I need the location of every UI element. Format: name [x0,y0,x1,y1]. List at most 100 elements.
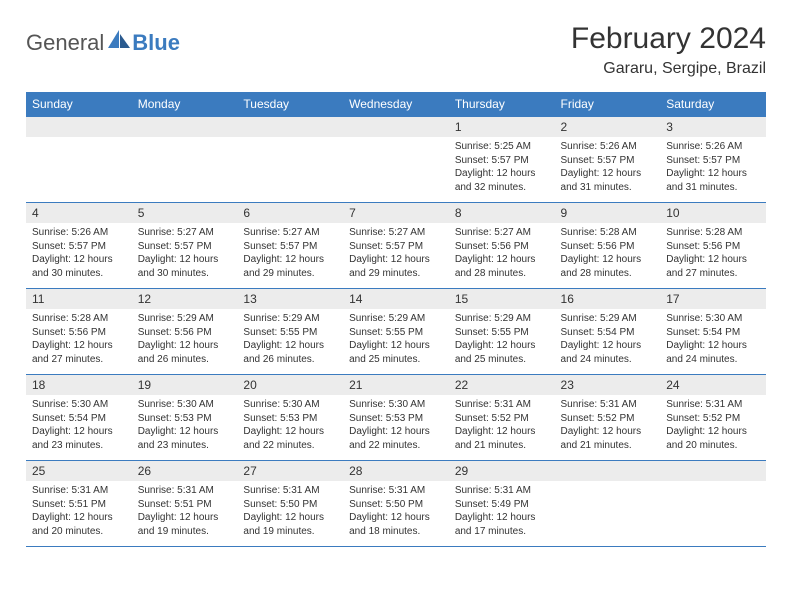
day-header: Saturday [660,92,766,117]
sunset-text: Sunset: 5:56 PM [455,240,549,254]
day-number: 20 [237,375,343,395]
calendar-cell: 0 [237,117,343,203]
day-data: Sunrise: 5:30 AMSunset: 5:53 PMDaylight:… [237,395,343,460]
sunset-text: Sunset: 5:56 PM [138,326,232,340]
day-number: 24 [660,375,766,395]
sunrise-text: Sunrise: 5:30 AM [243,398,337,412]
day-number: 13 [237,289,343,309]
daylight-text: Daylight: 12 hours and 22 minutes. [349,425,443,452]
day-number: 19 [132,375,238,395]
daylight-text: Daylight: 12 hours and 30 minutes. [138,253,232,280]
sunset-text: Sunset: 5:50 PM [243,498,337,512]
calendar-cell: 9Sunrise: 5:28 AMSunset: 5:56 PMDaylight… [555,203,661,289]
calendar-week-row: 4Sunrise: 5:26 AMSunset: 5:57 PMDaylight… [26,203,766,289]
sunset-text: Sunset: 5:53 PM [138,412,232,426]
daylight-text: Daylight: 12 hours and 26 minutes. [243,339,337,366]
day-number: 18 [26,375,132,395]
daylight-text: Daylight: 12 hours and 21 minutes. [455,425,549,452]
logo-text-general: General [26,30,104,56]
daylight-text: Daylight: 12 hours and 25 minutes. [455,339,549,366]
daylight-text: Daylight: 12 hours and 32 minutes. [455,167,549,194]
day-number: 11 [26,289,132,309]
calendar-cell: 0 [343,117,449,203]
calendar-week-row: 18Sunrise: 5:30 AMSunset: 5:54 PMDayligh… [26,375,766,461]
day-header: Monday [132,92,238,117]
day-data: Sunrise: 5:26 AMSunset: 5:57 PMDaylight:… [26,223,132,288]
day-data: Sunrise: 5:25 AMSunset: 5:57 PMDaylight:… [449,137,555,202]
day-number: 29 [449,461,555,481]
page-header: General Blue February 2024 Gararu, Sergi… [26,22,766,78]
calendar-cell: 8Sunrise: 5:27 AMSunset: 5:56 PMDaylight… [449,203,555,289]
day-data: Sunrise: 5:31 AMSunset: 5:50 PMDaylight:… [237,481,343,546]
sunrise-text: Sunrise: 5:26 AM [666,140,760,154]
sunrise-text: Sunrise: 5:28 AM [32,312,126,326]
sunset-text: Sunset: 5:52 PM [561,412,655,426]
sunset-text: Sunset: 5:56 PM [561,240,655,254]
calendar-cell: 6Sunrise: 5:27 AMSunset: 5:57 PMDaylight… [237,203,343,289]
daylight-text: Daylight: 12 hours and 22 minutes. [243,425,337,452]
logo-sail-icon [108,30,130,48]
day-data: Sunrise: 5:29 AMSunset: 5:55 PMDaylight:… [449,309,555,374]
calendar-cell: 17Sunrise: 5:30 AMSunset: 5:54 PMDayligh… [660,289,766,375]
daylight-text: Daylight: 12 hours and 17 minutes. [455,511,549,538]
title-block: February 2024 Gararu, Sergipe, Brazil [571,22,766,78]
sunrise-text: Sunrise: 5:29 AM [455,312,549,326]
location-subtitle: Gararu, Sergipe, Brazil [571,60,766,78]
calendar-cell: 19Sunrise: 5:30 AMSunset: 5:53 PMDayligh… [132,375,238,461]
sunset-text: Sunset: 5:52 PM [455,412,549,426]
calendar-cell: 7Sunrise: 5:27 AMSunset: 5:57 PMDaylight… [343,203,449,289]
day-data: Sunrise: 5:30 AMSunset: 5:54 PMDaylight:… [660,309,766,374]
calendar-cell: 0 [26,117,132,203]
sunrise-text: Sunrise: 5:31 AM [32,484,126,498]
day-number: 8 [449,203,555,223]
day-data: Sunrise: 5:31 AMSunset: 5:51 PMDaylight:… [132,481,238,546]
sunrise-text: Sunrise: 5:30 AM [349,398,443,412]
day-number: 5 [132,203,238,223]
day-number: 1 [449,117,555,137]
day-header: Sunday [26,92,132,117]
sunset-text: Sunset: 5:57 PM [561,154,655,168]
calendar-cell: 29Sunrise: 5:31 AMSunset: 5:49 PMDayligh… [449,461,555,547]
day-number: 25 [26,461,132,481]
calendar-cell: 3Sunrise: 5:26 AMSunset: 5:57 PMDaylight… [660,117,766,203]
calendar-cell: 24Sunrise: 5:31 AMSunset: 5:52 PMDayligh… [660,375,766,461]
calendar-cell: 18Sunrise: 5:30 AMSunset: 5:54 PMDayligh… [26,375,132,461]
sunset-text: Sunset: 5:57 PM [243,240,337,254]
calendar-week-row: 0 0 0 0 1Sunrise: 5:25 AMSunset: 5:57 PM… [26,117,766,203]
day-header: Tuesday [237,92,343,117]
sunrise-text: Sunrise: 5:29 AM [243,312,337,326]
calendar-cell: 14Sunrise: 5:29 AMSunset: 5:55 PMDayligh… [343,289,449,375]
sunset-text: Sunset: 5:51 PM [32,498,126,512]
sunrise-text: Sunrise: 5:31 AM [455,398,549,412]
calendar-table: SundayMondayTuesdayWednesdayThursdayFrid… [26,92,766,547]
calendar-cell: 25Sunrise: 5:31 AMSunset: 5:51 PMDayligh… [26,461,132,547]
sunrise-text: Sunrise: 5:27 AM [243,226,337,240]
calendar-week-row: 25Sunrise: 5:31 AMSunset: 5:51 PMDayligh… [26,461,766,547]
calendar-cell: 10Sunrise: 5:28 AMSunset: 5:56 PMDayligh… [660,203,766,289]
day-data: Sunrise: 5:27 AMSunset: 5:57 PMDaylight:… [132,223,238,288]
day-data: Sunrise: 5:31 AMSunset: 5:51 PMDaylight:… [26,481,132,546]
sunset-text: Sunset: 5:56 PM [32,326,126,340]
calendar-header-row: SundayMondayTuesdayWednesdayThursdayFrid… [26,92,766,117]
sunset-text: Sunset: 5:57 PM [455,154,549,168]
day-data: Sunrise: 5:28 AMSunset: 5:56 PMDaylight:… [555,223,661,288]
calendar-cell: 21Sunrise: 5:30 AMSunset: 5:53 PMDayligh… [343,375,449,461]
daylight-text: Daylight: 12 hours and 24 minutes. [561,339,655,366]
daylight-text: Daylight: 12 hours and 29 minutes. [243,253,337,280]
calendar-cell: 2Sunrise: 5:26 AMSunset: 5:57 PMDaylight… [555,117,661,203]
calendar-cell: 0 [132,117,238,203]
sunrise-text: Sunrise: 5:30 AM [32,398,126,412]
calendar-cell: 13Sunrise: 5:29 AMSunset: 5:55 PMDayligh… [237,289,343,375]
day-data: Sunrise: 5:27 AMSunset: 5:56 PMDaylight:… [449,223,555,288]
daylight-text: Daylight: 12 hours and 19 minutes. [243,511,337,538]
sunrise-text: Sunrise: 5:25 AM [455,140,549,154]
sunrise-text: Sunrise: 5:31 AM [561,398,655,412]
day-data: Sunrise: 5:29 AMSunset: 5:55 PMDaylight:… [237,309,343,374]
calendar-cell: 23Sunrise: 5:31 AMSunset: 5:52 PMDayligh… [555,375,661,461]
daylight-text: Daylight: 12 hours and 23 minutes. [138,425,232,452]
sunset-text: Sunset: 5:51 PM [138,498,232,512]
day-data: Sunrise: 5:30 AMSunset: 5:53 PMDaylight:… [343,395,449,460]
day-number: 27 [237,461,343,481]
daylight-text: Daylight: 12 hours and 31 minutes. [561,167,655,194]
daylight-text: Daylight: 12 hours and 21 minutes. [561,425,655,452]
